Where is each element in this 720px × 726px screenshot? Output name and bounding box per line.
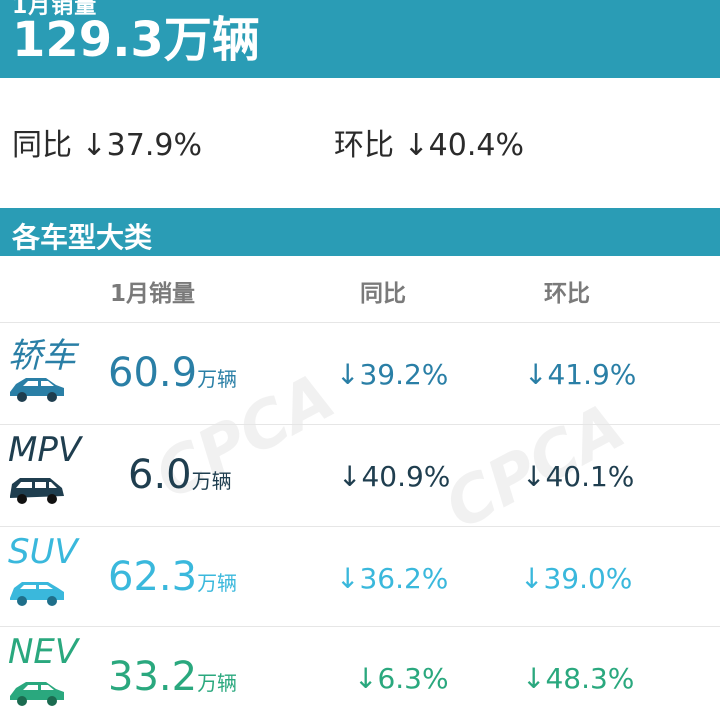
sales-value: 60.9万辆 bbox=[108, 350, 238, 396]
row-divider bbox=[0, 526, 720, 527]
mom-value: ↓39.0% bbox=[520, 562, 633, 595]
mom-value: ↓41.9% bbox=[524, 358, 637, 391]
suv-car-icon bbox=[10, 582, 64, 606]
yoy-value: ↓6.3% bbox=[354, 662, 449, 695]
table-row: 轿车 60.9万辆 ↓39.2% ↓41.9% bbox=[0, 322, 720, 422]
summary-subtitle: 1月销量 bbox=[12, 0, 98, 19]
col-header-sales: 1月销量 bbox=[110, 281, 196, 307]
table-row: MPV 6.0万辆 ↓40.9% ↓40.1% bbox=[0, 424, 720, 524]
nev-car-icon bbox=[10, 682, 64, 706]
sales-value: 62.3万辆 bbox=[108, 554, 238, 600]
table-row: SUV 62.3万辆 ↓36.2% ↓39.0% bbox=[0, 526, 720, 626]
total-yoy: 同比 ↓37.9% bbox=[12, 128, 202, 163]
yoy-value: ↓36.2% bbox=[336, 562, 449, 595]
mpv-car-icon bbox=[10, 478, 64, 504]
mom-value: ↓40.1% bbox=[522, 460, 635, 493]
sales-value: 33.2万辆 bbox=[108, 654, 238, 700]
vehicle-type-label: SUV bbox=[8, 532, 78, 572]
vehicle-type-label: MPV bbox=[8, 430, 82, 470]
section-title: 各车型大类 bbox=[12, 221, 153, 254]
yoy-value: ↓39.2% bbox=[336, 358, 449, 391]
vehicle-type-label: 轿车 bbox=[8, 336, 76, 376]
total-sales: 129.3万辆 bbox=[12, 12, 260, 68]
col-header-mom: 环比 bbox=[544, 281, 590, 307]
yoy-value: ↓40.9% bbox=[338, 460, 451, 493]
summary-band: 1月销量 129.3万辆 bbox=[0, 0, 720, 78]
mom-value: ↓48.3% bbox=[522, 662, 635, 695]
table-row: NEV 33.2万辆 ↓6.3% ↓48.3% bbox=[0, 626, 720, 726]
vehicle-type-label: NEV bbox=[8, 632, 79, 672]
row-divider bbox=[0, 626, 720, 627]
row-divider bbox=[0, 424, 720, 425]
sedan-car-icon bbox=[10, 378, 64, 402]
section-header: 各车型大类 bbox=[0, 208, 720, 256]
col-header-yoy: 同比 bbox=[360, 281, 406, 307]
total-mom: 环比 ↓40.4% bbox=[334, 128, 524, 163]
row-divider bbox=[0, 322, 720, 323]
sales-value: 6.0万辆 bbox=[128, 452, 232, 498]
